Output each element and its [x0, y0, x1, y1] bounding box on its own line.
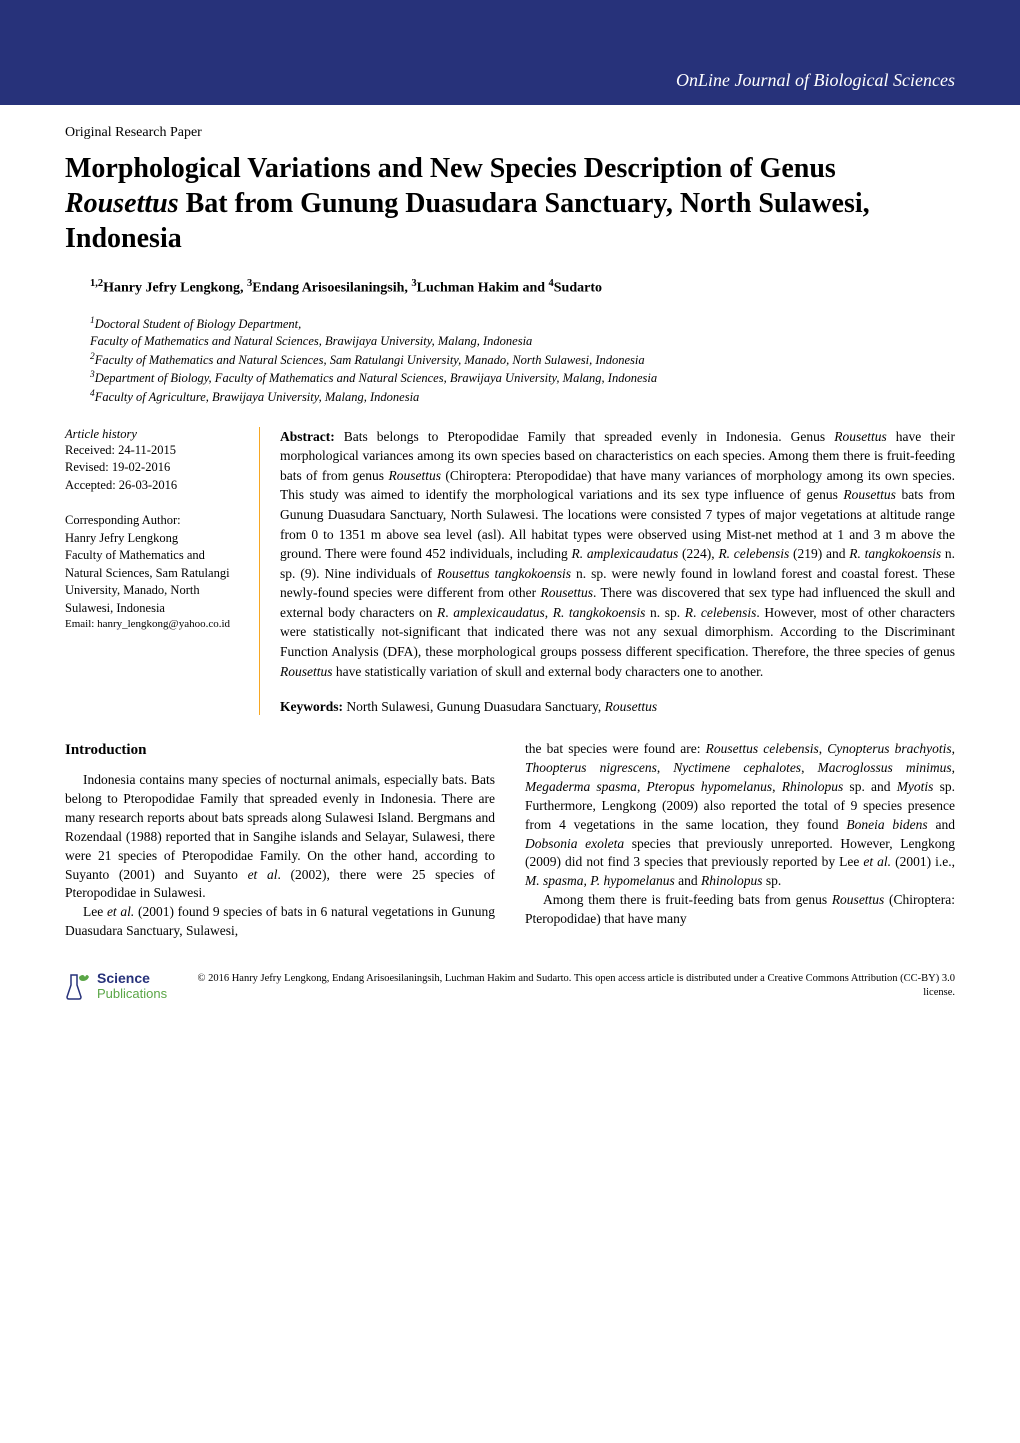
logo-pub-text: Publications — [97, 987, 167, 1001]
corresponding-author: Corresponding Author: Hanry Jefry Lengko… — [65, 512, 244, 632]
body-right-column: the bat species were found are: Rousettu… — [525, 740, 955, 941]
abstract-column: Abstract: Bats belongs to Pteropodidae F… — [280, 427, 955, 715]
received-date: Received: 24-11-2015 — [65, 442, 244, 460]
affiliation-1: 1Doctoral Student of Biology Department, — [90, 315, 955, 334]
journal-name: OnLine Journal of Biological Sciences — [676, 70, 955, 105]
body-left-column: Introduction Indonesia contains many spe… — [65, 740, 495, 941]
paper-title: Morphological Variations and New Species… — [65, 151, 955, 256]
paper-type: Original Research Paper — [65, 125, 955, 141]
history-label: Article history — [65, 427, 244, 442]
corresponding-email: Email: hanry_lengkong@yahoo.co.id — [65, 617, 244, 632]
intro-para-4: Among them there is fruit-feeding bats f… — [525, 891, 955, 929]
article-history: Article history Received: 24-11-2015 Rev… — [65, 427, 244, 495]
copyright-text: © 2016 Hanry Jefry Lengkong, Endang Aris… — [187, 972, 955, 999]
revised-date: Revised: 19-02-2016 — [65, 459, 244, 477]
journal-banner: OnLine Journal of Biological Sciences — [0, 0, 1020, 105]
abstract-text: Abstract: Bats belongs to Pteropodidae F… — [280, 427, 955, 681]
affiliations: 1Doctoral Student of Biology Department,… — [90, 315, 955, 407]
intro-para-2: Lee et al. (2001) found 9 species of bat… — [65, 903, 495, 941]
intro-para-3: the bat species were found are: Rousettu… — [525, 740, 955, 891]
footer: Science Publications © 2016 Hanry Jefry … — [65, 971, 955, 1001]
corresponding-label: Corresponding Author: — [65, 512, 244, 530]
body-columns: Introduction Indonesia contains many spe… — [65, 740, 955, 941]
introduction-heading: Introduction — [65, 740, 495, 761]
corresponding-affil: Faculty of Mathematics and Natural Scien… — [65, 547, 244, 617]
logo-science-text: Science — [97, 971, 167, 986]
keywords: Keywords: North Sulawesi, Gunung Duasuda… — [280, 699, 955, 715]
affiliation-3: 3Department of Biology, Faculty of Mathe… — [90, 369, 955, 388]
corresponding-name: Hanry Jefry Lengkong — [65, 530, 244, 548]
publisher-logo: Science Publications — [65, 971, 167, 1001]
science-pub-icon — [65, 971, 89, 1001]
metadata-sidebar: Article history Received: 24-11-2015 Rev… — [65, 427, 260, 715]
affiliation-4: 4Faculty of Agriculture, Brawijaya Unive… — [90, 388, 955, 407]
intro-para-1: Indonesia contains many species of noctu… — [65, 771, 495, 903]
authors: 1,2Hanry Jefry Lengkong, 3Endang Arisoes… — [90, 278, 955, 297]
affiliation-1b: Faculty of Mathematics and Natural Scien… — [90, 333, 955, 351]
affiliation-2: 2Faculty of Mathematics and Natural Scie… — [90, 351, 955, 370]
accepted-date: Accepted: 26-03-2016 — [65, 477, 244, 495]
